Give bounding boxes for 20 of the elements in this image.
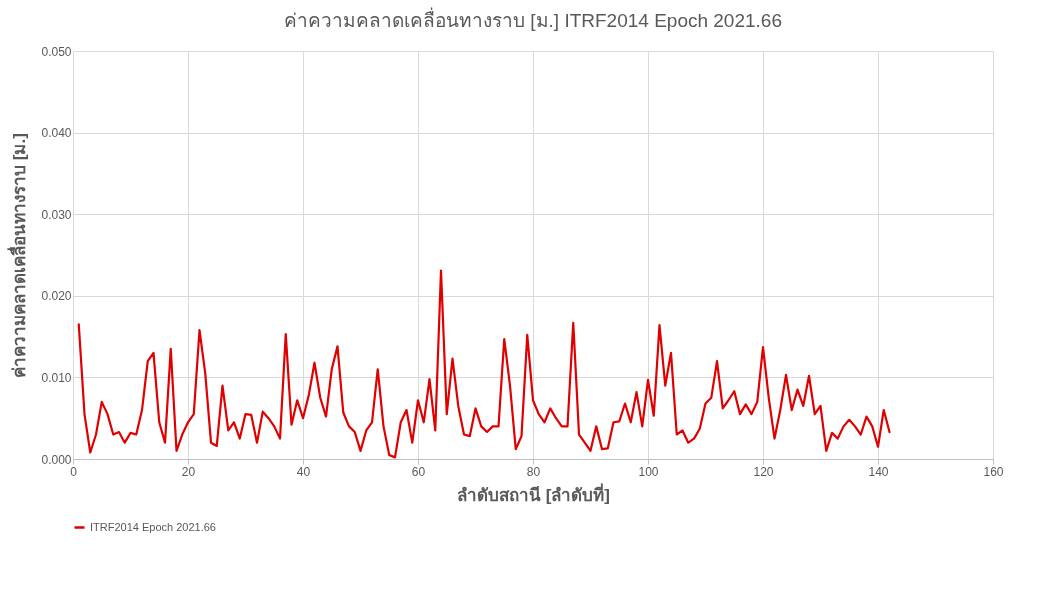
- x-tick-label: 60: [411, 464, 426, 479]
- y-tick-label: 0.030: [41, 207, 72, 222]
- x-tick-label: 0: [70, 464, 78, 479]
- x-tick-label: 80: [526, 464, 541, 479]
- x-tick-label: 40: [296, 464, 311, 479]
- x-tick-label: 160: [983, 464, 1004, 479]
- x-tick-label: 100: [638, 464, 659, 479]
- y-tick-label: 0.040: [41, 126, 72, 141]
- x-axis-title: ลำดับสถานี [ลำดับที่]: [456, 482, 611, 505]
- y-tick-label: 0.000: [41, 452, 72, 467]
- y-axis-title: ค่าความคลาดเคลื่อนทางราบ [ม.]: [7, 133, 30, 378]
- legend-label: ITRF2014 Epoch 2021.66: [90, 520, 216, 533]
- line-series: [77, 269, 891, 459]
- chart-title: ค่าความคลาดเคลื่อนทางราบ [ม.] ITRF2014 Epoch 2021.66: [284, 7, 782, 31]
- y-tick-label: 0.010: [41, 370, 72, 385]
- x-tick-label: 20: [181, 464, 196, 479]
- y-tick-label: 0.050: [41, 44, 72, 59]
- x-tick-label: 140: [868, 464, 889, 479]
- y-tick-label: 0.020: [41, 289, 72, 304]
- x-tick-label: 120: [753, 464, 774, 479]
